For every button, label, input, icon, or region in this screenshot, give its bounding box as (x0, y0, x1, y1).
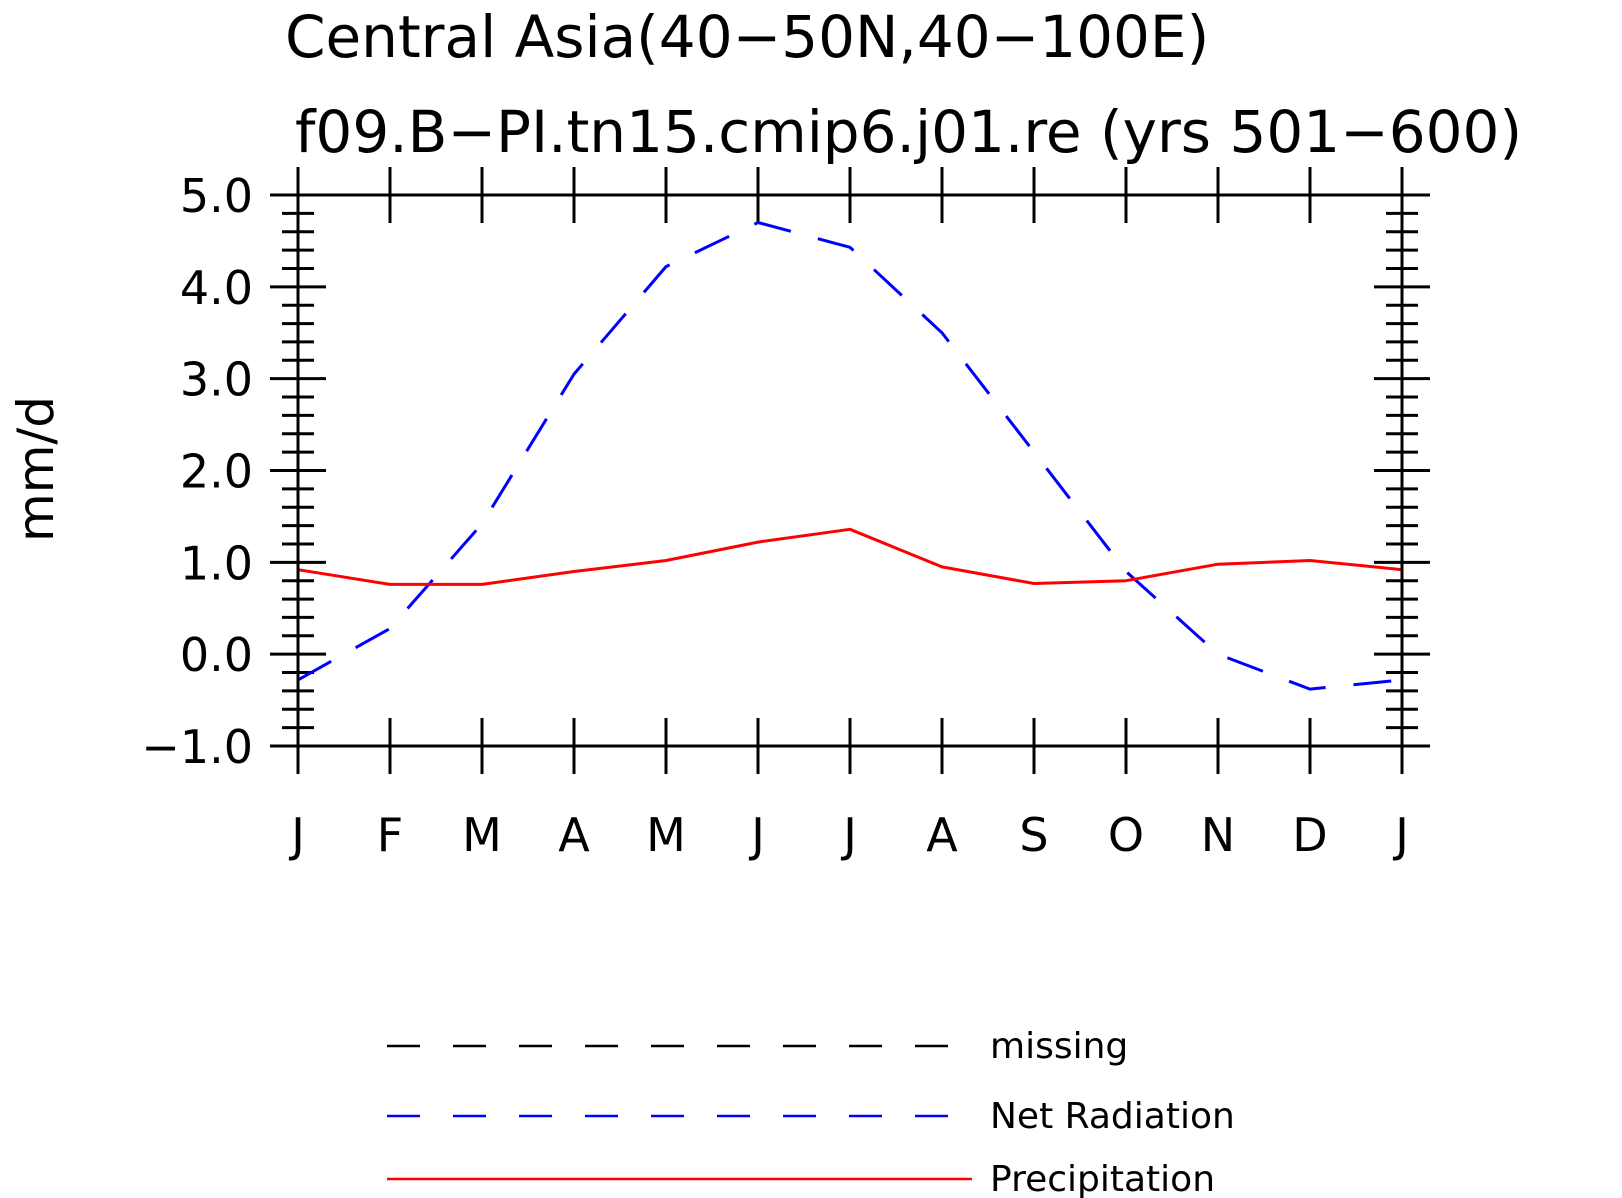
chart-title: Central Asia(40−50N,40−100E) (285, 3, 1209, 71)
x-tick-label: J (748, 808, 765, 862)
x-tick-label: J (840, 808, 857, 862)
series-line-net-radiation (297, 221, 1403, 691)
y-tick-label: 0.0 (180, 628, 253, 682)
y-tick-label: 2.0 (180, 445, 253, 499)
y-tick-label: 1.0 (180, 536, 253, 590)
series-layer (297, 221, 1403, 691)
y-tick-label: 3.0 (180, 353, 253, 407)
x-tick-label: N (1201, 808, 1235, 862)
x-tick-label: A (558, 808, 590, 862)
y-tick-label: −1.0 (141, 720, 253, 774)
x-tick-label: A (926, 808, 958, 862)
y-axis-label: mm/d (7, 396, 65, 542)
legend-label-precipitation: Precipitation (990, 1159, 1215, 1198)
x-tick-label: M (462, 808, 502, 862)
ticks-layer: −1.0 0.0 1.0 2.0 3.0 4.0 5.0 J F M A M J J A S O N D J (141, 167, 1430, 862)
y-tick-label: 5.0 (180, 169, 253, 223)
x-tick-label: S (1019, 808, 1048, 862)
x-tick-label: D (1292, 808, 1327, 862)
legend: missing Net Radiation Precipitation (387, 1026, 1235, 1198)
plot-frame (296, 193, 1404, 748)
chart-subtitle: f09.B−PI.tn15.cmip6.j01.re (yrs 501−600) (295, 98, 1522, 166)
x-tick-label: F (377, 808, 403, 862)
x-tick-label: O (1108, 808, 1144, 862)
x-tick-label: J (1392, 808, 1409, 862)
series-line-precipitation (297, 527, 1403, 586)
y-tick-label: 4.0 (180, 261, 253, 315)
legend-label-net-radiation: Net Radiation (990, 1096, 1235, 1137)
x-tick-label: M (646, 808, 686, 862)
legend-label-missing: missing (990, 1026, 1128, 1067)
x-tick-label: J (288, 808, 305, 862)
